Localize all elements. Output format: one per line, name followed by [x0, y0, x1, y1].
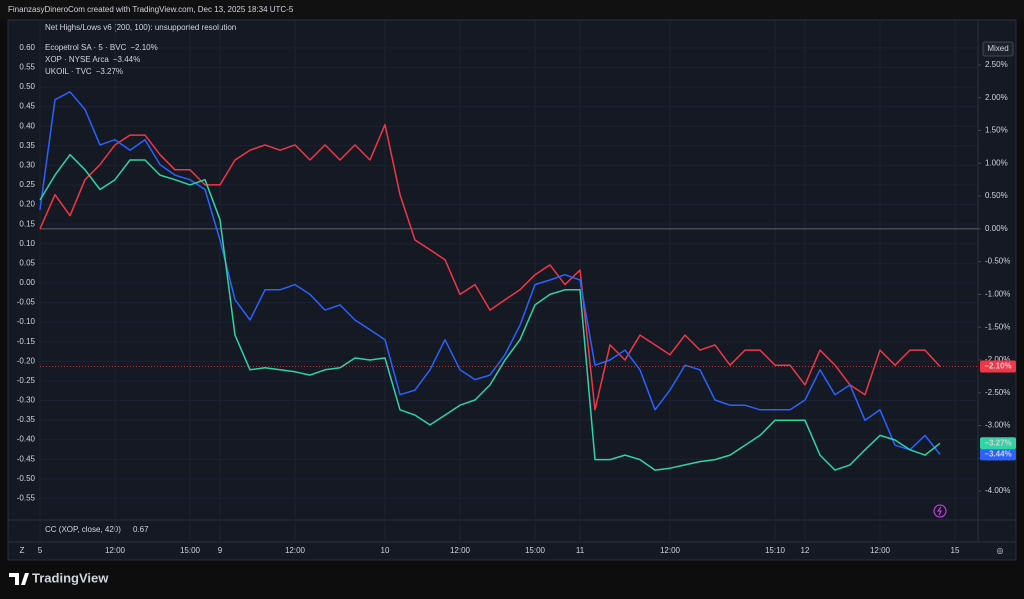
y-tick-label: 0.40: [19, 121, 35, 130]
y2-tick-label: 0.00%: [985, 224, 1008, 233]
series-line: [39, 153, 941, 471]
y-tick-label: -0.20: [17, 356, 36, 365]
y2-tick-label: -0.50%: [985, 257, 1010, 266]
pane-value: 0.67: [133, 525, 149, 534]
scale-mode-button[interactable]: [982, 41, 1014, 57]
y-tick-label: 0.15: [19, 219, 35, 228]
x-tick-label: 12:00: [660, 546, 681, 555]
y-tick-label: -0.10: [17, 317, 36, 326]
y2-tick-label: 1.50%: [985, 126, 1008, 135]
y-tick-label: 0.10: [19, 239, 35, 248]
last-value-label: −3.44%: [984, 450, 1011, 459]
x-tick-label: 12:00: [450, 546, 471, 555]
y-tick-label: 0.50: [19, 82, 35, 91]
y2-tick-label: -2.50%: [985, 388, 1010, 397]
header-title: FinanzasyDineroCom created with TradingV…: [8, 5, 294, 14]
x-tick-label: 12:00: [285, 546, 306, 555]
y-tick-label: -0.15: [17, 337, 36, 346]
y-tick-label: -0.50: [17, 474, 36, 483]
legend-change: −3.27%: [96, 67, 123, 76]
alert-icon[interactable]: [933, 504, 947, 518]
series-line: [39, 123, 941, 411]
settings-button[interactable]: ◎: [997, 546, 1004, 555]
brand-name: TradingView: [32, 570, 109, 585]
y-tick-label: -0.30: [17, 396, 36, 405]
x-tick-label: 12:00: [105, 546, 126, 555]
last-value-tag: [980, 437, 1016, 450]
legend-name: Ecopetrol SA · 5 · BVC: [45, 43, 127, 52]
header-bar: [0, 0, 1024, 20]
y-tick-label: 0.00: [19, 278, 35, 287]
x-tick-label: 15:10: [765, 546, 786, 555]
x-tick-label: 15:00: [525, 546, 546, 555]
legend-change: −3.44%: [113, 55, 140, 64]
x-tick-label: 10: [381, 546, 390, 555]
y2-tick-label: 0.50%: [985, 191, 1008, 200]
y2-tick-label: -2.00%: [985, 355, 1010, 364]
brand-logo: [9, 573, 29, 585]
alert-bolt: [937, 506, 942, 516]
y2-tick-label: 2.00%: [985, 93, 1008, 102]
legend-name: UKOIL · TVC: [45, 67, 92, 76]
y-tick-label: 0.45: [19, 102, 35, 111]
x-tick-label: 12: [801, 546, 810, 555]
pane-label: CC (XOP, close, 420): [45, 525, 121, 534]
y-tick-label: -0.05: [17, 298, 36, 307]
y2-tick-label: -3.00%: [985, 421, 1010, 430]
legend-change: −2.10%: [130, 43, 157, 52]
x-tick-label: 11: [576, 546, 585, 555]
y-tick-label: -0.40: [17, 435, 36, 444]
chart-frame: [7, 19, 1017, 561]
y-tick-label: -0.45: [17, 454, 36, 463]
scale-mode[interactable]: Mixed: [987, 44, 1008, 53]
footer-bar: [0, 562, 1024, 599]
x-tick-label: 15: [951, 546, 960, 555]
plot-area: 0.60 0.55 0.50 0.45 0.40 0.35 0.30 0.25 0.20 0.15…: [17, 20, 1016, 555]
last-value-label: −3.27%: [984, 438, 1011, 447]
x-tick-label: 9: [218, 546, 223, 555]
y-tick-label: -0.25: [17, 376, 36, 385]
y2-tick-label: 1.00%: [985, 158, 1008, 167]
y2-tick-label: 2.50%: [985, 60, 1008, 69]
y-tick-label: 0.25: [19, 180, 35, 189]
legend-name: XOP · NYSE Arca: [45, 55, 109, 64]
y-tick-label: 0.30: [19, 160, 35, 169]
zoom-button[interactable]: Z: [20, 546, 25, 555]
y2-tick-label: -4.00%: [985, 486, 1010, 495]
y-tick-label: 0.60: [19, 43, 35, 52]
y2-tick-label: -1.50%: [985, 322, 1010, 331]
y-tick-label: -0.55: [17, 494, 36, 503]
x-tick-label: 15:00: [180, 546, 201, 555]
last-value-tag: [980, 360, 1016, 373]
last-value-tag: [980, 448, 1016, 461]
y-tick-label: 0.55: [19, 63, 35, 72]
x-tick-label: 12:00: [870, 546, 891, 555]
x-tick-label: 5: [38, 546, 43, 555]
indicator-label: Net Highs/Lows v6 (200, 100): unsupporte…: [45, 23, 236, 32]
y-tick-label: 0.20: [19, 200, 35, 209]
y-tick-label: 0.05: [19, 258, 35, 267]
last-value-label: −2.10%: [984, 362, 1011, 371]
y-tick-label: -0.35: [17, 415, 36, 424]
series-line: [39, 91, 941, 455]
y2-tick-label: -1.00%: [985, 290, 1010, 299]
y-tick-label: 0.35: [19, 141, 35, 150]
